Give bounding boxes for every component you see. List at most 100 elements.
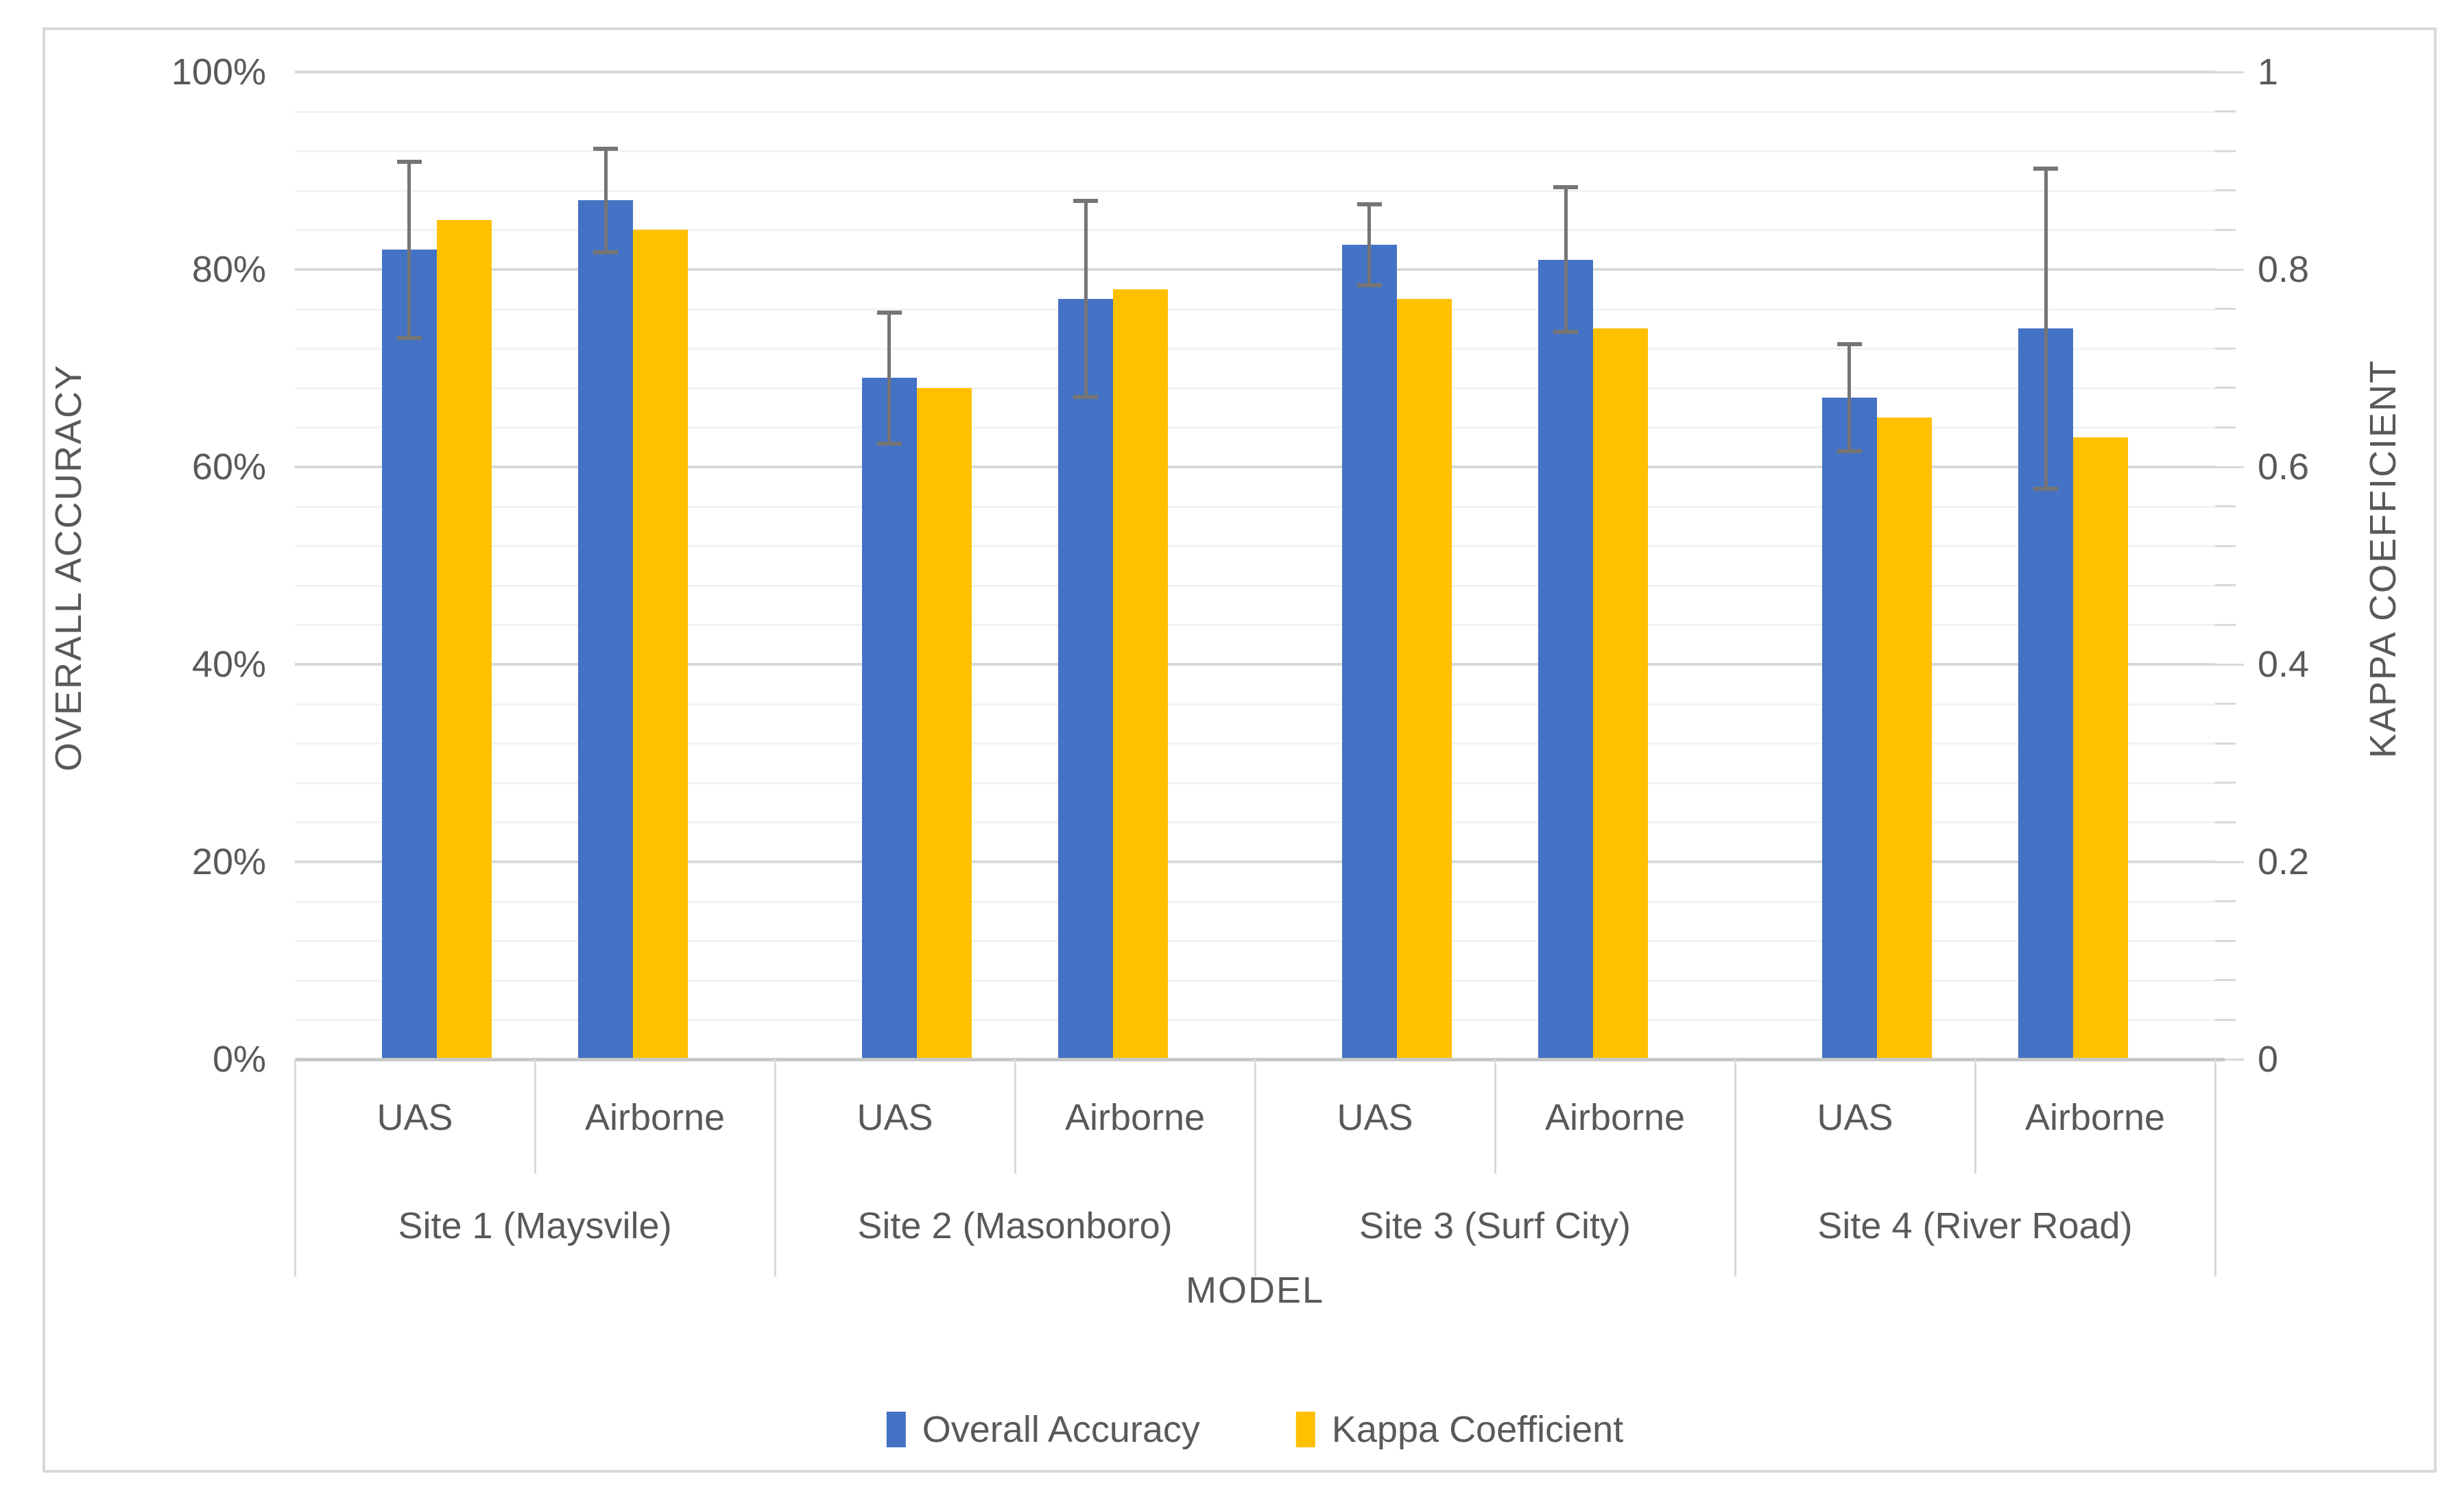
right-axis-tick [2215, 268, 2244, 271]
model-label: UAS [857, 1097, 933, 1138]
bar-kappa-coefficient [1593, 328, 1649, 1059]
gridline-minor [295, 979, 2215, 982]
error-bar-line [1564, 186, 1568, 333]
right-axis-tick [2215, 347, 2236, 350]
gridline-minor [295, 743, 2215, 745]
right-axis-tick [2215, 663, 2244, 666]
right-axis-tick [2215, 939, 2236, 942]
right-axis-tick [2215, 860, 2244, 863]
right-axis-tick [2215, 308, 2236, 311]
right-axis-tick [2215, 584, 2236, 587]
right-axis-tick [2215, 544, 2236, 547]
gridline-major [295, 466, 2215, 468]
error-bar-cap-top [1073, 199, 1099, 204]
site-label: Site 4 (River Road) [1817, 1205, 2133, 1246]
model-label: Airborne [1064, 1097, 1206, 1138]
gridline-minor [295, 189, 2215, 192]
bar-overall-accuracy [1538, 259, 1594, 1059]
left-axis-tick-label: 20% [191, 841, 266, 882]
error-bar-cap-top [2033, 166, 2059, 171]
gridline-minor [295, 505, 2215, 508]
legend-item-kappa-coefficient: Kappa Coefficient [1295, 1408, 1624, 1451]
category-separator-group [294, 1059, 296, 1277]
x-axis-title: MODEL [1185, 1270, 1325, 1311]
gridline-minor [295, 900, 2215, 903]
error-bar-line [603, 147, 608, 253]
model-label: UAS [1817, 1097, 1893, 1138]
gridline-minor [295, 703, 2215, 705]
right-axis-tick [2215, 228, 2236, 231]
legend-label-kappa-coefficient: Kappa Coefficient [1331, 1409, 1624, 1450]
right-axis-title: KAPPA COEFFICIENT [2363, 359, 2404, 759]
error-bar-cap-top [1356, 202, 1382, 206]
bar-kappa-coefficient [2073, 437, 2129, 1059]
gridline-major [295, 663, 2215, 666]
left-axis-title: OVERALL ACCURACY [48, 363, 89, 772]
gridline-minor [295, 624, 2215, 627]
bar-overall-accuracy [578, 200, 634, 1059]
site-label: Site 3 (Surf City) [1359, 1205, 1631, 1246]
error-bar-line [1367, 203, 1372, 287]
gridline-minor [295, 308, 2215, 311]
error-bar-cap-bottom [1073, 395, 1099, 400]
category-separator-model [534, 1059, 536, 1174]
gridline-minor [295, 348, 2215, 350]
error-bar-cap-bottom [2033, 487, 2059, 492]
chart-outer-border [43, 27, 2437, 1473]
error-bar-cap-bottom [396, 335, 422, 340]
error-bar-line [1084, 200, 1088, 398]
bar-overall-accuracy [1341, 245, 1397, 1059]
error-bar-line [887, 311, 892, 444]
error-bar-line [407, 160, 411, 339]
right-axis-tick [2215, 189, 2236, 192]
left-axis-tick-label: 100% [171, 51, 266, 93]
category-separator-model [1494, 1059, 1496, 1174]
error-bar-cap-top [1553, 185, 1579, 190]
bar-kappa-coefficient [1396, 299, 1452, 1059]
right-axis-tick [2215, 979, 2236, 982]
gridline-major [295, 860, 2215, 863]
category-separator-group [1254, 1059, 1256, 1277]
right-axis-tick [2215, 466, 2244, 468]
gridline-minor [295, 821, 2215, 824]
right-axis-tick-label: 0.6 [2258, 446, 2310, 487]
bar-overall-accuracy [1821, 398, 1877, 1059]
right-axis-tick [2215, 426, 2236, 429]
legend-item-overall-accuracy: Overall Accuracy [886, 1408, 1200, 1451]
model-label: UAS [1337, 1097, 1413, 1138]
model-label: Airborne [2024, 1097, 2166, 1138]
error-bar-cap-bottom [1356, 283, 1382, 288]
bar-kappa-coefficient [633, 230, 689, 1059]
model-label: Airborne [584, 1097, 726, 1138]
gridline-minor [295, 229, 2215, 232]
legend: Overall Accuracy Kappa Coefficient [886, 1408, 1624, 1451]
gridline-minor [295, 110, 2215, 113]
right-axis-tick [2215, 71, 2244, 73]
x-axis-line [295, 1058, 2225, 1061]
right-axis-tick [2215, 821, 2236, 823]
category-separator-model [1014, 1059, 1016, 1174]
bar-overall-accuracy [381, 250, 437, 1059]
gridline-minor [295, 1019, 2215, 1022]
error-bar-cap-top [396, 159, 422, 164]
bar-overall-accuracy [861, 378, 917, 1059]
left-axis-tick-label: 80% [191, 249, 266, 290]
bar-overall-accuracy [1058, 299, 1114, 1059]
right-axis-tick [2215, 149, 2236, 152]
right-axis-tick [2215, 782, 2236, 784]
right-axis-tick [2215, 742, 2236, 745]
right-axis-tick-label: 0 [2258, 1039, 2279, 1080]
legend-label-overall-accuracy: Overall Accuracy [922, 1409, 1200, 1450]
right-axis-tick [2215, 387, 2236, 389]
error-bar-cap-bottom [876, 441, 902, 446]
error-bar-cap-bottom [593, 250, 619, 254]
gridline-minor [295, 387, 2215, 389]
error-bar-cap-bottom [1837, 449, 1862, 454]
error-bar-cap-top [593, 146, 619, 151]
model-label: UAS [376, 1097, 453, 1138]
right-axis-tick [2215, 1058, 2244, 1061]
right-axis-tick [2215, 1018, 2236, 1021]
left-axis-tick-label: 0% [212, 1039, 266, 1080]
legend-swatch-overall-accuracy [886, 1412, 906, 1447]
